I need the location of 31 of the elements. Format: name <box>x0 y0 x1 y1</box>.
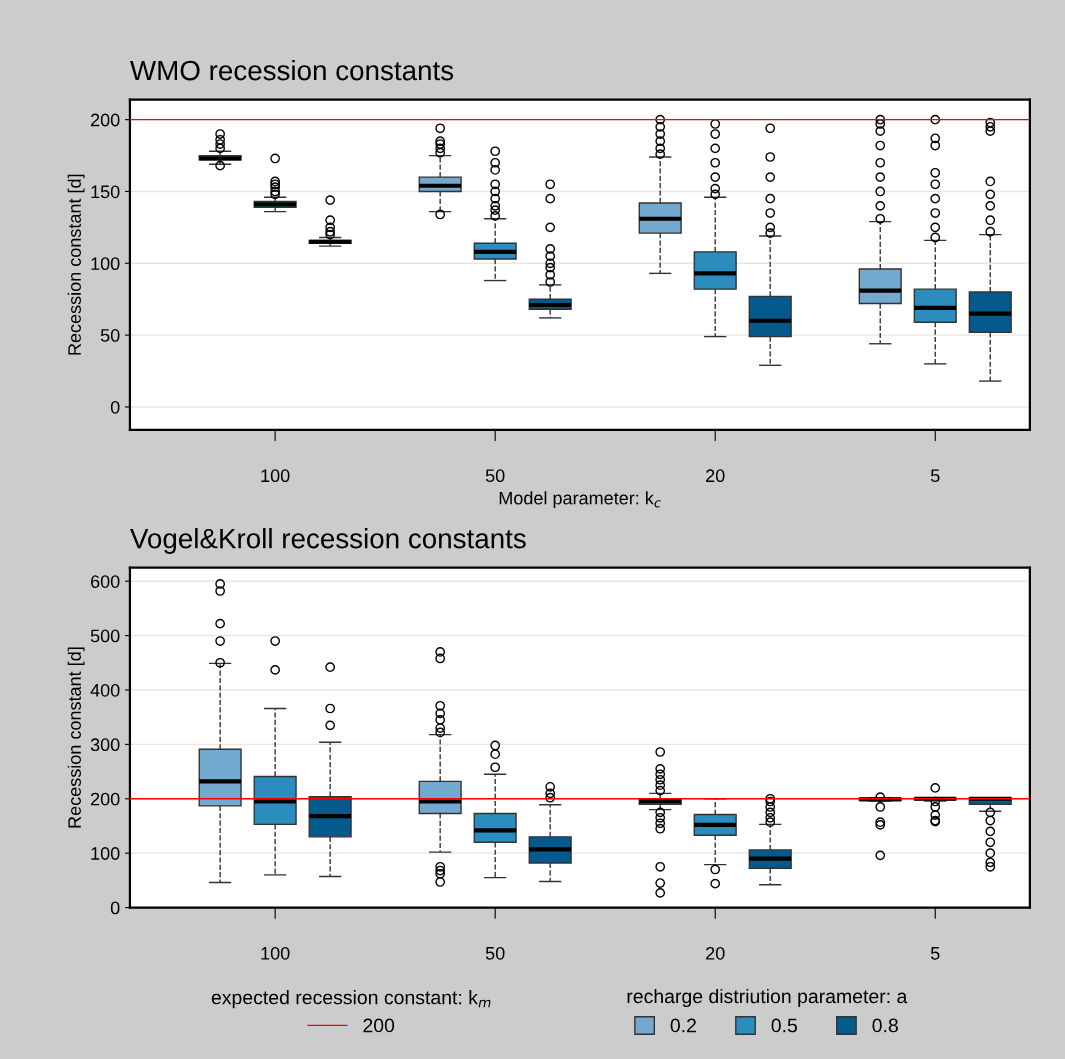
y-tick-label: 50 <box>100 329 120 342</box>
x-tick-label: 5 <box>930 469 940 483</box>
x-tick-label: 20 <box>706 946 725 960</box>
y-tick-label: 0 <box>110 400 120 414</box>
y-tick-label: 600 <box>91 575 120 588</box>
x-tick-label: 100 <box>261 946 290 960</box>
legend-label: 0.5 <box>771 1018 797 1033</box>
y-tick-label: 100 <box>91 847 120 860</box>
x-axis-title: Model parameter: k$_{c}$ <box>499 491 661 509</box>
legend-label: 200 <box>363 1018 395 1033</box>
y-tick-label: 500 <box>90 629 120 643</box>
legend-label: 0.8 <box>872 1018 898 1033</box>
chart-title: Vogel&Kroll recession constants <box>130 528 526 554</box>
x-tick-label: 100 <box>261 469 290 483</box>
y-tick-label: 300 <box>90 738 120 752</box>
legend-title: recharge distriution parameter: a <box>627 988 908 1008</box>
x-tick-label: 50 <box>485 946 505 960</box>
y-tick-label: 0 <box>110 901 120 915</box>
x-tick-label: 50 <box>485 469 505 483</box>
x-tick-label: 20 <box>706 469 725 483</box>
text: expected recession constant: k$_{m}$ <box>211 990 491 1009</box>
y-tick-label: 200 <box>90 113 120 127</box>
x-tick-label: 5 <box>930 947 940 960</box>
y-axis-title: Recession constant [d] <box>67 174 85 355</box>
legend-label: 0.2 <box>670 1018 696 1033</box>
chart-title: WMO recession constants <box>130 59 454 81</box>
y-tick-label: 150 <box>91 185 120 199</box>
y-tick-label: 200 <box>90 792 120 806</box>
y-tick-label: 100 <box>91 257 120 271</box>
y-axis-title: Recession constant [d] <box>67 647 85 828</box>
y-tick-label: 400 <box>90 683 120 697</box>
